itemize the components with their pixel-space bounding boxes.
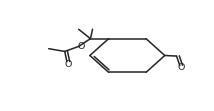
Text: O: O bbox=[64, 60, 71, 69]
Text: O: O bbox=[77, 42, 85, 51]
Text: O: O bbox=[177, 63, 184, 72]
